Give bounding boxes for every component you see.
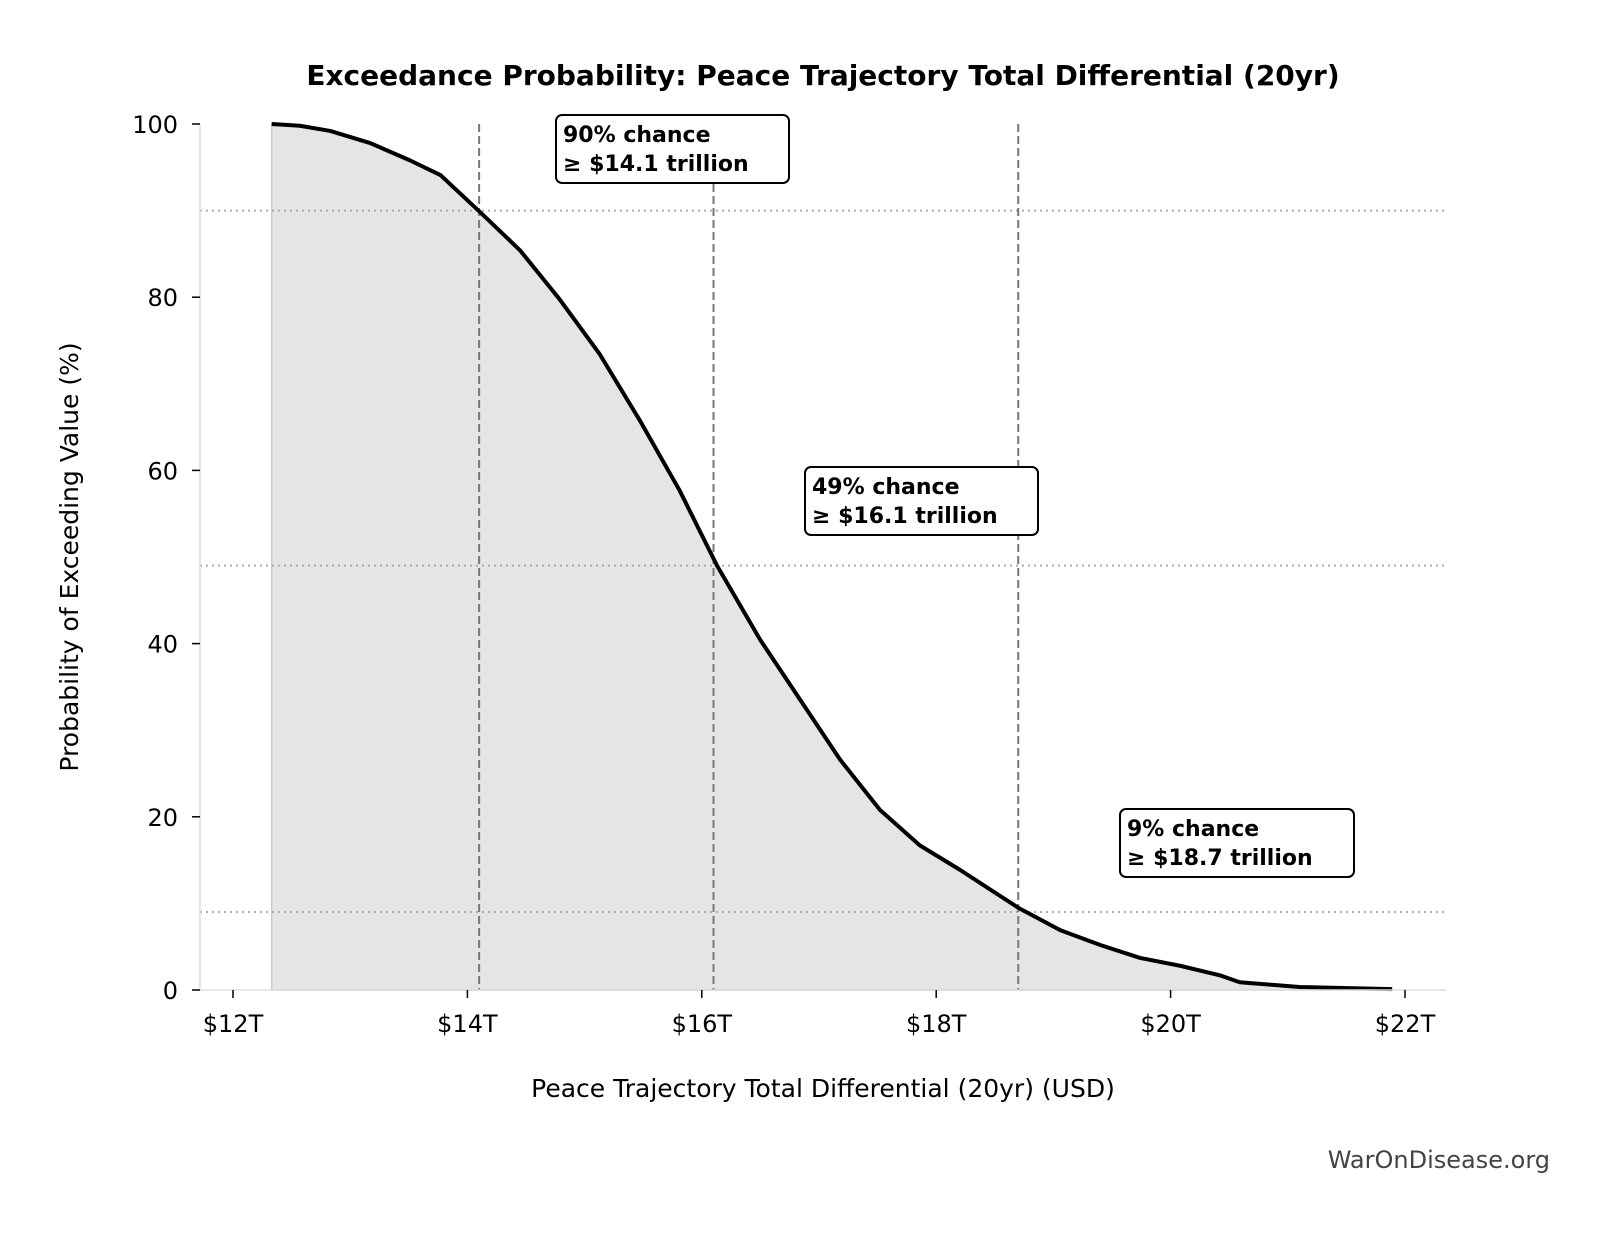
annotation-box-1: 49% chance ≥ $16.1 trillion (804, 466, 1039, 536)
exceedance-curve (271, 122, 1393, 992)
annotation-frame (555, 114, 790, 184)
y-tick-label: 100 (132, 111, 178, 139)
annotation-line2: ≥ $16.1 trillion (812, 504, 998, 529)
annotation-line1: 49% chance (812, 475, 960, 500)
y-tick-label: 80 (147, 284, 178, 312)
annotation-line1: 90% chance (563, 123, 711, 148)
annotation-frame (804, 466, 1039, 536)
annotation-box-2: 9% chance ≥ $18.7 trillion (1119, 808, 1355, 878)
chart-title: Exceedance Probability: Peace Trajectory… (306, 59, 1339, 92)
y-axis-label: Probability of Exceeding Value (%) (55, 342, 84, 771)
x-tick-label: $20T (1140, 1010, 1201, 1038)
y-tick-label: 60 (147, 457, 178, 485)
annotation-line1: 9% chance (1127, 817, 1259, 842)
annotation-line2: ≥ $14.1 trillion (563, 152, 749, 177)
x-axis-label: Peace Trajectory Total Differential (20y… (531, 1074, 1115, 1103)
x-tick-label: $16T (672, 1010, 733, 1038)
y-tick-label: 0 (163, 977, 178, 1005)
annotation-box-0: 90% chance ≥ $14.1 trillion (555, 114, 790, 184)
y-tick-label: 40 (147, 631, 178, 659)
x-tick-label: $12T (203, 1010, 264, 1038)
annotation-frame (1119, 808, 1355, 878)
x-tick-label: $14T (437, 1010, 498, 1038)
annotation-line2: ≥ $18.7 trillion (1127, 846, 1313, 871)
watermark: WarOnDisease.org (1328, 1146, 1550, 1174)
x-tick-label: $22T (1375, 1010, 1436, 1038)
y-tick-label: 20 (147, 804, 178, 832)
x-tick-label: $18T (906, 1010, 967, 1038)
